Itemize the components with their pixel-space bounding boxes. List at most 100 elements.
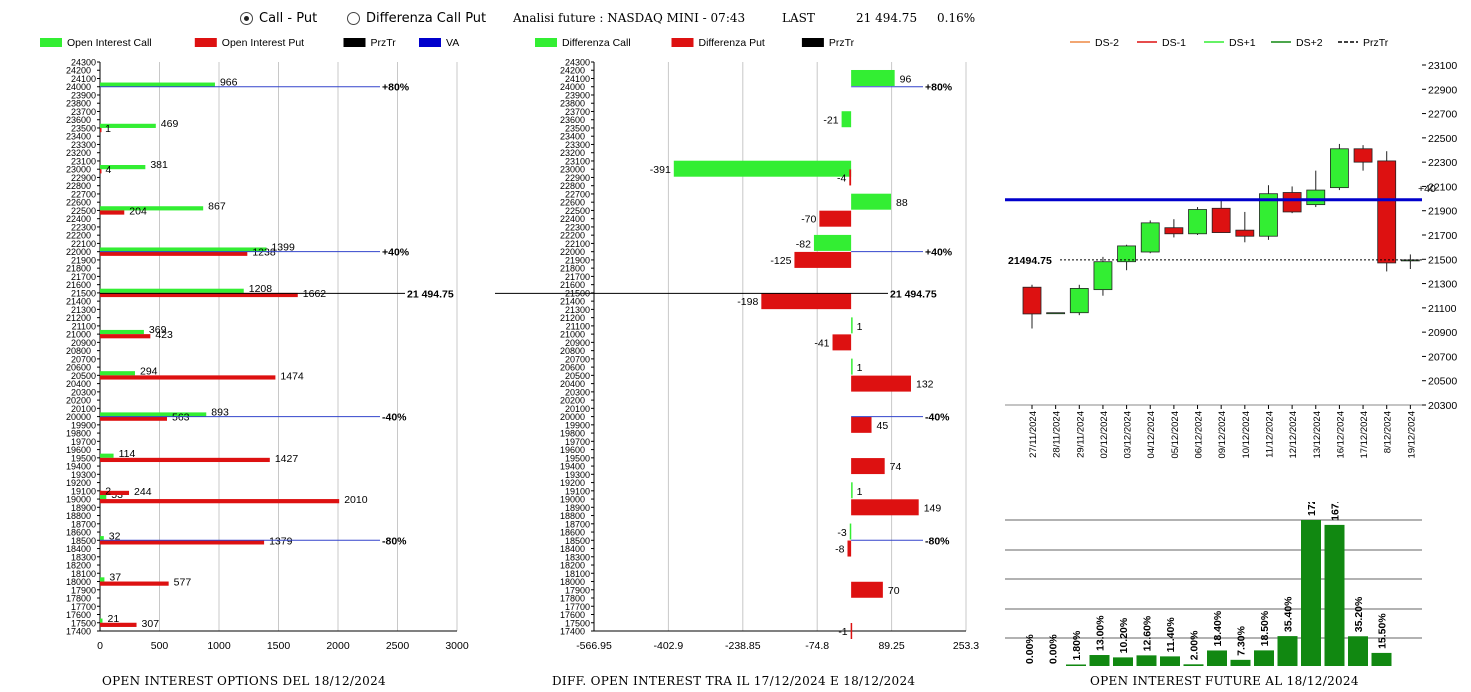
bar-value-label: 966 [220,77,238,89]
bar-value-label: 21 [107,613,119,625]
bar [100,210,125,215]
y-tick-label: 19600 [560,445,585,455]
legend-label: VA [446,37,459,49]
y-tick-label: 22600 [66,198,91,208]
bar-value-label: 4 [105,164,111,176]
y-tick-label: 21900 [1428,206,1457,218]
y-tick-label: 20000 [560,412,585,422]
y-tick-label: 20400 [66,379,91,389]
y-tick-label: 19300 [71,470,96,480]
y-tick-label: 23100 [71,156,96,166]
legend-swatch [343,38,366,47]
reference-label: 21494.75 [1008,255,1052,267]
y-tick-label: 18600 [560,528,585,538]
bar [100,581,169,586]
y-tick-label: 19100 [565,486,590,496]
bar-value-label: 18.40% [1212,610,1224,646]
y-tick-label: 21200 [66,313,91,323]
y-tick-label: 20200 [560,396,585,406]
y-tick-label: 17900 [565,585,590,595]
y-tick-label: 19800 [560,429,585,439]
y-tick-label: 21400 [560,297,585,307]
y-tick-label: 22400 [560,214,585,224]
bar [100,247,267,252]
y-tick-label: 22500 [71,206,96,216]
y-tick-label: 22900 [565,173,590,183]
bar-value-label: 37 [109,572,121,584]
bar-value-label: 0.00% [1048,634,1060,664]
bar [850,623,853,639]
bar [100,251,248,256]
y-tick-label: 24100 [565,74,590,84]
y-tick-label: 20600 [66,363,91,373]
y-tick-label: 23900 [71,90,96,100]
bar-value-label: -41 [814,337,829,349]
legend-label: DS-1 [1162,37,1186,49]
bar [851,482,853,499]
x-tick-label: 253.3 [953,640,979,652]
candle-body [1069,288,1089,314]
bar [100,412,207,417]
bar [100,540,265,545]
bar-value-label: -8 [835,544,844,556]
y-tick-label: 18300 [565,552,590,562]
y-tick-label: 21600 [66,280,91,290]
y-tick-label: 18800 [560,511,585,521]
radio-call-put-label: Call - Put [259,11,318,26]
bar-value-label: -70 [801,214,816,226]
y-tick-label: 17700 [565,602,590,612]
y-tick-label: 18000 [560,577,585,587]
y-tick-label: 22000 [560,247,585,257]
y-tick-label: 21800 [560,264,585,274]
bar-value-label: 53 [111,489,123,501]
bar [761,293,852,310]
y-tick-label: 20600 [560,363,585,373]
bar [100,622,137,627]
x-tick-label: 1500 [267,640,291,652]
y-tick-label: 19000 [66,495,91,505]
y-tick-label: 20100 [565,404,590,414]
x-tick-label: 05/12/2024 [1170,411,1181,459]
y-tick-label: 22200 [66,231,91,241]
bar-value-label: 1399 [271,242,295,254]
reference-label: 21 494.75 [407,288,454,300]
bar-value-label: 423 [155,329,173,341]
y-tick-label: 24000 [560,82,585,92]
bar [1183,664,1204,666]
bar [100,490,102,495]
y-tick-label: 18200 [66,561,91,571]
bar [1136,655,1157,666]
radio-diff[interactable]: Differenza Call Put [347,11,486,26]
bar-value-label: 381 [150,159,168,171]
bar [851,317,853,334]
y-tick-label: 23800 [560,99,585,109]
legend-label: DS+1 [1229,37,1256,49]
bar [841,111,852,128]
y-tick-label: 20800 [560,346,585,356]
y-tick-label: 18700 [565,519,590,529]
y-tick-label: 17800 [560,594,585,604]
bar [1301,520,1321,666]
x-tick-label: 11/12/2024 [1264,411,1275,458]
reference-label: +40% [382,247,410,259]
candle-body [1377,160,1397,264]
x-tick-label: -238.85 [725,640,761,652]
bar [1207,650,1227,666]
bar-value-label: 74 [890,461,902,473]
y-tick-label: 20900 [565,338,590,348]
y-tick-label: 20700 [71,354,96,364]
y-tick-label: 18600 [66,528,91,538]
bar [100,618,103,623]
y-tick-label: 24000 [66,82,91,92]
bar [832,334,852,351]
chart2-title: DIFF. OPEN INTEREST TRA IL 17/12/2024 E … [552,674,916,688]
y-tick-label: 22300 [1428,157,1457,169]
x-tick-label: 0 [97,640,103,652]
y-tick-label: 22700 [1428,109,1457,121]
y-tick-label: 22100 [565,239,590,249]
y-tick-label: 18700 [71,519,96,529]
bar [100,169,102,174]
bar-value-label: -82 [796,238,811,250]
y-tick-label: 23800 [66,99,91,109]
radio-call-put[interactable]: Call - Put [240,11,317,26]
